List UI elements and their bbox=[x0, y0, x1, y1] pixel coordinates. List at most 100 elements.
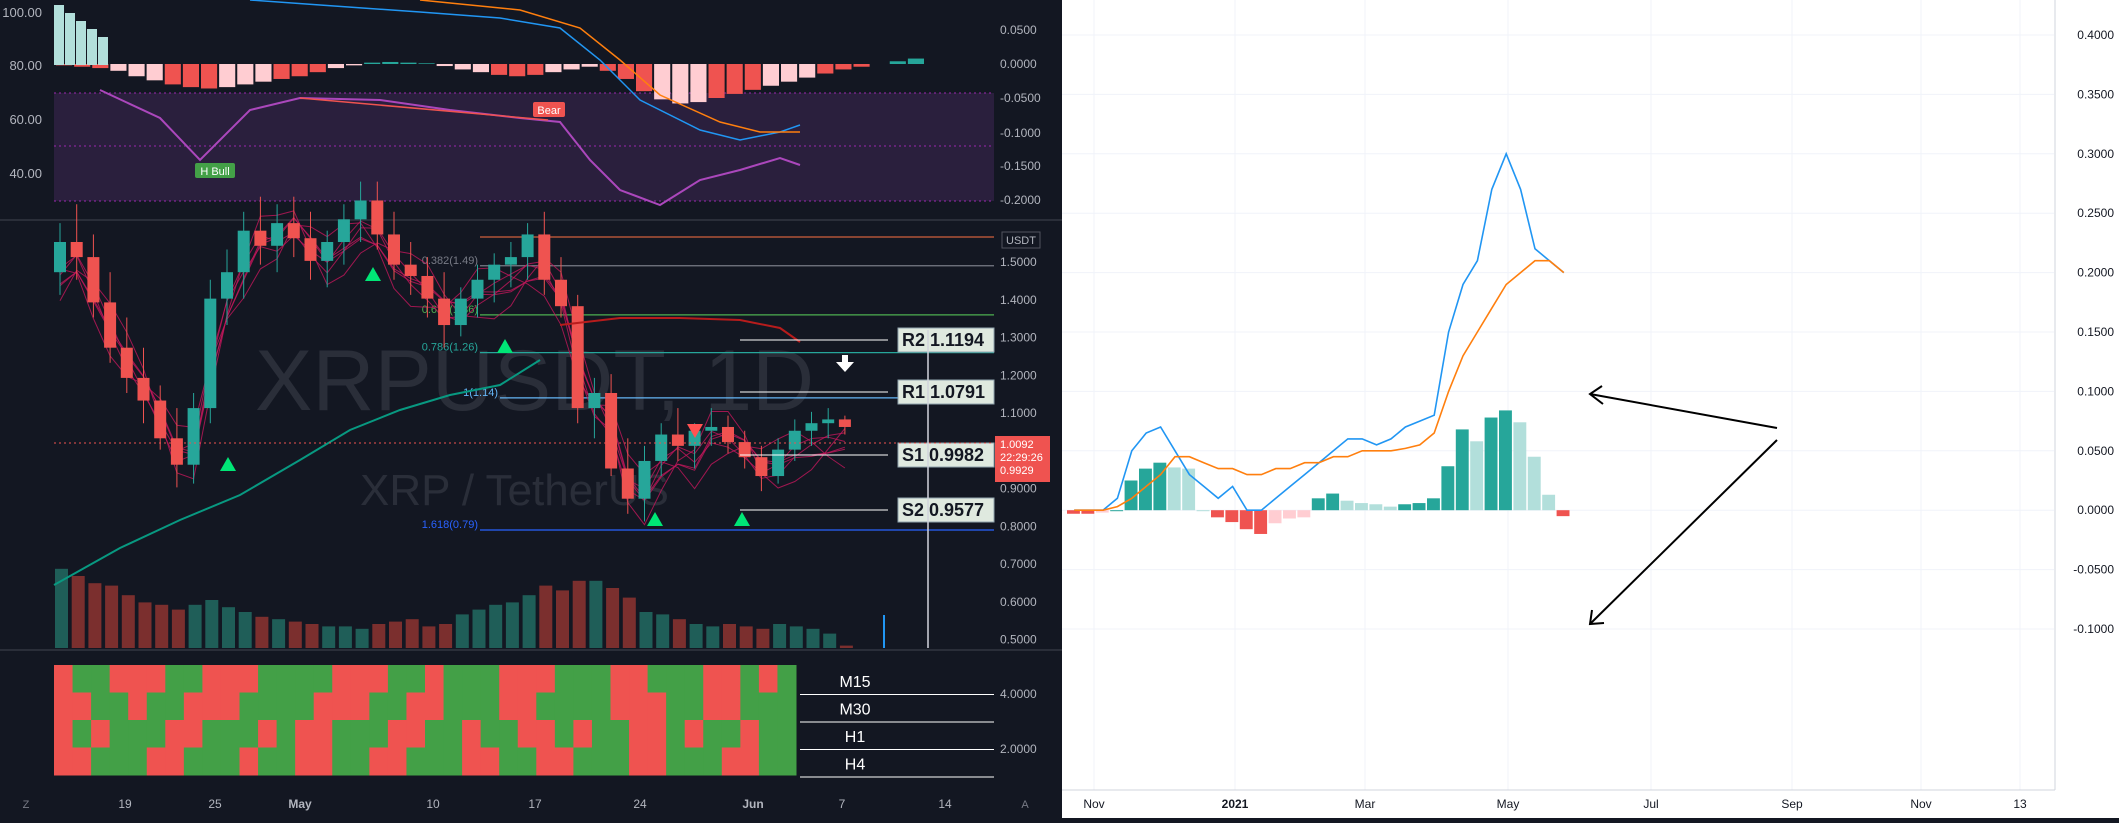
histogram-bar bbox=[1340, 500, 1354, 511]
heatmap-cell bbox=[183, 747, 203, 776]
candle-body bbox=[388, 234, 400, 265]
heatmap-cell bbox=[573, 720, 593, 748]
heatmap-cell bbox=[239, 665, 259, 693]
oscillator-histogram-bar bbox=[527, 64, 544, 75]
bear-label: Bear bbox=[533, 102, 565, 117]
heatmap-cell bbox=[591, 665, 611, 693]
heatmap-cell bbox=[684, 747, 704, 776]
heatmap-cell bbox=[740, 747, 760, 776]
histogram-bar bbox=[1239, 510, 1253, 530]
volume-bar bbox=[305, 624, 319, 648]
x-axis-tick: Nov bbox=[1083, 797, 1104, 811]
heatmap-cell bbox=[313, 720, 333, 748]
annotation-arrowhead bbox=[1588, 609, 1605, 626]
histogram-bar bbox=[1326, 493, 1340, 511]
heatmap-cell bbox=[684, 665, 704, 693]
h-bull-label: H Bull bbox=[195, 163, 235, 178]
heatmap-cell bbox=[350, 720, 370, 748]
red-moving-average-line bbox=[559, 317, 801, 343]
volume-bar bbox=[789, 626, 803, 648]
volume-bar bbox=[639, 612, 653, 648]
y-axis-tick: 0.1500 bbox=[2077, 325, 2114, 339]
candle-body bbox=[354, 200, 367, 220]
heatmap-cell bbox=[591, 720, 611, 748]
oscillator-histogram-bar bbox=[110, 64, 127, 71]
fib-level-label: 0.786(1.26) bbox=[422, 342, 478, 354]
pivot-box: R1 1.0791 bbox=[897, 379, 995, 405]
heatmap-cell bbox=[202, 692, 222, 721]
heatmap-cell bbox=[517, 692, 537, 721]
oscillator-histogram-bar bbox=[907, 58, 924, 64]
heatmap-axis-tick: 4.0000 bbox=[1000, 687, 1037, 701]
heatmap-cell bbox=[721, 692, 741, 721]
oscillator-right-tick: -0.0500 bbox=[1000, 91, 1041, 105]
heatmap-cell bbox=[220, 665, 240, 693]
time-axis-tick: May bbox=[288, 797, 312, 811]
oscillator-histogram-bar bbox=[781, 64, 798, 82]
annotation-arrow-lower bbox=[1589, 439, 1778, 625]
volume-bar bbox=[556, 590, 569, 648]
heatmap-cell bbox=[721, 720, 741, 748]
heatmap-cell bbox=[517, 720, 537, 748]
oscillator-histogram-bar bbox=[581, 64, 598, 67]
heatmap-cell bbox=[239, 720, 259, 748]
macd-chart-svg[interactable]: 0.4000 0.3500 0.3000 0.2500 0.2000 0.1500 0.10… bbox=[1062, 0, 2119, 818]
candle-body bbox=[170, 438, 183, 465]
x-axis-tick: Nov bbox=[1910, 797, 1931, 811]
heatmap-cell bbox=[610, 747, 630, 776]
xrpusdt-chart-panel[interactable]: 100.00 80.00 60.00 40.00 0.0500 0.0000 -0.0500… bbox=[0, 0, 1062, 818]
oscillator-left-tick: 100.00 bbox=[2, 5, 42, 20]
volume-bar bbox=[756, 628, 770, 648]
macd-chart-panel[interactable]: 0.4000 0.3500 0.3000 0.2500 0.2000 0.1500 0.10… bbox=[1062, 0, 2119, 818]
h-bull-label-bg bbox=[195, 163, 235, 178]
heatmap-cell bbox=[109, 720, 129, 748]
heatmap-cell bbox=[610, 692, 630, 721]
heatmap-cell bbox=[258, 665, 278, 693]
heatmap-cell bbox=[740, 692, 760, 721]
heatmap-cell bbox=[480, 747, 500, 776]
histogram-bar bbox=[1196, 510, 1210, 512]
bear-label-bg bbox=[533, 102, 565, 117]
candle-body bbox=[538, 234, 551, 280]
heatmap-cell bbox=[54, 692, 74, 721]
a-button[interactable]: A bbox=[1021, 799, 1029, 811]
oscillator-histogram-bar bbox=[364, 62, 381, 64]
histogram-bar bbox=[1427, 498, 1440, 511]
volume-bar bbox=[606, 588, 620, 648]
histogram-bar bbox=[1355, 503, 1368, 511]
candle-body bbox=[705, 426, 718, 431]
heatmap-cell bbox=[684, 692, 704, 721]
histogram-bar bbox=[1095, 510, 1109, 513]
oscillator-histogram-bar bbox=[472, 64, 489, 73]
price-chart-svg[interactable]: 100.00 80.00 60.00 40.00 0.0500 0.0000 -0.0500… bbox=[0, 0, 1062, 818]
price-axis-tick: 0.9000 bbox=[1000, 482, 1037, 496]
heatmap-cell bbox=[703, 665, 723, 693]
z-button[interactable]: Z bbox=[23, 799, 30, 811]
oscillator-histogram-bar bbox=[708, 64, 725, 98]
oscillator-histogram-bar bbox=[74, 64, 91, 67]
heatmap-cell bbox=[758, 692, 778, 721]
heatmap-cell bbox=[554, 720, 574, 748]
heatmap-cell bbox=[313, 747, 333, 776]
heatmap-cell bbox=[202, 747, 222, 776]
heatmap-cell bbox=[332, 720, 352, 748]
heatmap-cell bbox=[499, 665, 519, 693]
pivot-box: S1 0.9982 bbox=[897, 442, 995, 468]
candle-body bbox=[471, 279, 484, 299]
oscillator-histogram-bar bbox=[346, 64, 363, 66]
candle-body bbox=[822, 419, 835, 424]
candle-body bbox=[337, 219, 350, 242]
oscillator-histogram-bar bbox=[654, 64, 671, 100]
candle-body bbox=[671, 434, 684, 446]
volume-bar bbox=[706, 626, 720, 648]
volume-bar bbox=[222, 607, 235, 648]
oscillator-histogram-bar bbox=[545, 64, 562, 73]
candle-body bbox=[120, 347, 133, 378]
oscillator-histogram-bar bbox=[672, 64, 689, 104]
price-tag-bg bbox=[995, 436, 1050, 482]
oscillator-histogram-bar bbox=[255, 64, 272, 82]
heatmap-axis-tick: 2.0000 bbox=[1000, 742, 1037, 756]
histogram-bar bbox=[1383, 506, 1397, 511]
down-arrow-icon bbox=[836, 355, 854, 372]
histogram-bar bbox=[1527, 456, 1541, 511]
